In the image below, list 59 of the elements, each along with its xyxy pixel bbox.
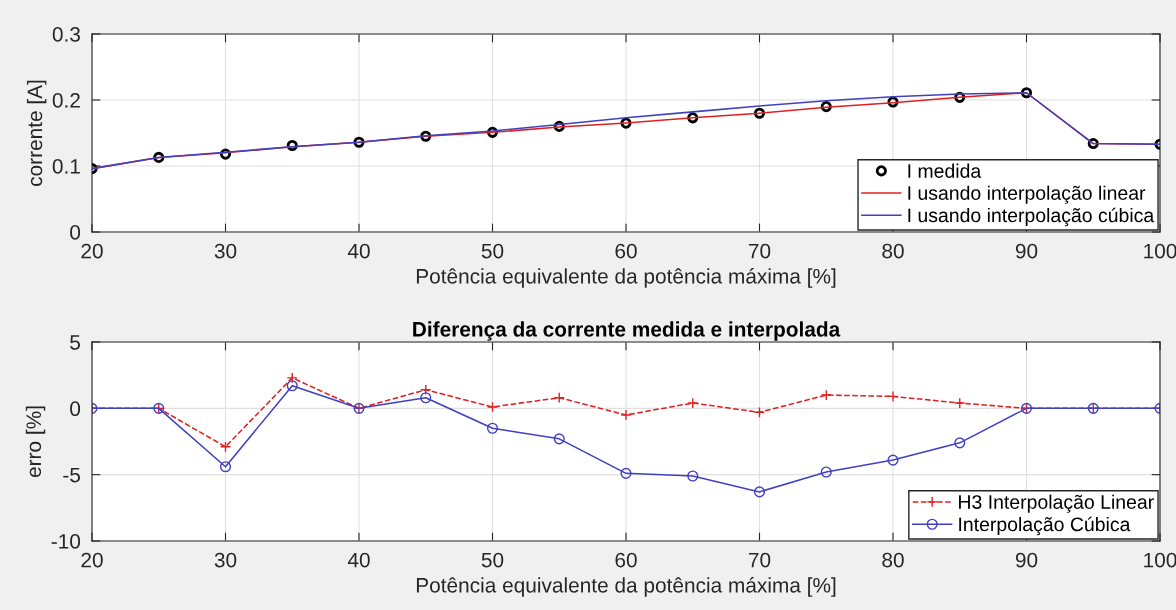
x-tick-label: 40 bbox=[347, 552, 370, 568]
point bbox=[687, 397, 699, 409]
point bbox=[753, 486, 766, 498]
point bbox=[687, 470, 699, 482]
point bbox=[753, 406, 766, 418]
y-axis-title: corrente [A] bbox=[26, 80, 47, 186]
point bbox=[486, 401, 499, 413]
y-tick-label: 0.2 bbox=[52, 93, 80, 108]
point bbox=[954, 437, 966, 449]
x-tick-label: 20 bbox=[81, 552, 103, 568]
point bbox=[219, 441, 232, 453]
y-tick-label: 5 bbox=[70, 335, 81, 350]
point bbox=[820, 466, 832, 478]
point bbox=[620, 409, 632, 421]
point bbox=[1087, 138, 1099, 150]
x-tick-label: 100 bbox=[1144, 552, 1176, 568]
y-tick-label: -5 bbox=[63, 467, 81, 483]
y-tick-label: 0.1 bbox=[52, 159, 80, 174]
point bbox=[219, 461, 232, 473]
point bbox=[286, 380, 298, 392]
y-tick-label: 0.3 bbox=[52, 27, 80, 42]
legend-label: H3 Interpolação Linear bbox=[959, 494, 1154, 513]
x-tick-label: 70 bbox=[748, 243, 771, 259]
x-tick-label: 60 bbox=[615, 243, 637, 259]
chart-title: Diferença da corrente medida e interpolada bbox=[413, 321, 841, 341]
point bbox=[887, 454, 899, 466]
y-axis-title: erro [%] bbox=[25, 406, 46, 478]
point bbox=[887, 390, 899, 402]
legend-label: I medida bbox=[908, 163, 982, 178]
legend-label: Interpolação Cúbica bbox=[959, 516, 1131, 536]
point bbox=[420, 392, 432, 404]
point bbox=[553, 433, 565, 445]
x-tick-label: 20 bbox=[81, 243, 103, 259]
x-tick-label: 80 bbox=[882, 552, 904, 568]
x-tick-label: 50 bbox=[481, 552, 504, 568]
x-axis-title: Potência equivalente da potência máxima [%] bbox=[416, 577, 836, 597]
y-tick-label: 0 bbox=[70, 225, 81, 240]
x-tick-label: 100 bbox=[1144, 243, 1176, 259]
x-axis-title: Potência equivalente da potência máxima [%] bbox=[416, 268, 836, 288]
x-tick-label: 90 bbox=[1015, 243, 1038, 259]
x-tick-label: 40 bbox=[347, 243, 370, 259]
legend-label: I usando interpolação cúbica bbox=[908, 207, 1155, 227]
x-tick-label: 30 bbox=[214, 243, 237, 259]
x-tick-label: 80 bbox=[882, 243, 904, 259]
point bbox=[820, 389, 832, 401]
x-tick-label: 60 bbox=[615, 552, 637, 568]
y-tick-label: 0 bbox=[70, 401, 81, 417]
point bbox=[420, 384, 432, 396]
x-tick-label: 30 bbox=[214, 552, 237, 568]
point bbox=[954, 397, 966, 409]
point bbox=[553, 392, 565, 404]
x-tick-label: 70 bbox=[748, 552, 771, 568]
legend-label: I usando interpolação linear bbox=[908, 185, 1146, 204]
y-tick-label: -10 bbox=[51, 534, 81, 549]
x-tick-label: 90 bbox=[1015, 552, 1038, 568]
point bbox=[486, 422, 499, 434]
point bbox=[286, 372, 298, 384]
point bbox=[620, 467, 632, 479]
x-tick-label: 50 bbox=[481, 243, 504, 259]
